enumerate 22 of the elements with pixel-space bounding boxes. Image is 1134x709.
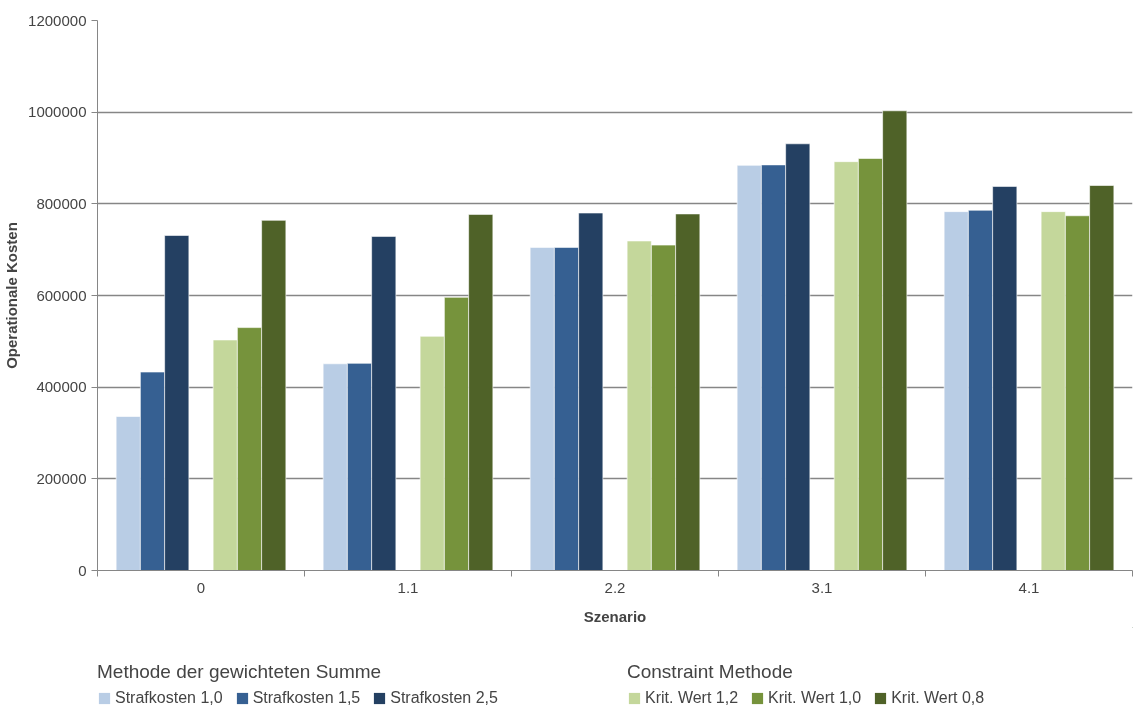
y-tick-label: 1000000: [28, 103, 87, 121]
y-tick-label: 0: [78, 561, 87, 579]
legend-label: Krit. Wert 1,0: [768, 689, 862, 707]
y-tick-label: 1200000: [28, 11, 87, 29]
text: Methode der gewichteten Summe: [97, 661, 383, 683]
legend-label: Strafkosten 1,0: [115, 689, 223, 707]
x-axis-title: Szenario: [583, 607, 647, 625]
text: Constraint Methode: [627, 661, 794, 683]
y-tick-label: 600000: [36, 286, 87, 304]
legend-label: Krit. Wert 0,8: [891, 689, 985, 707]
y-tick-label: 800000: [36, 194, 87, 212]
x-tick-label: 1.1: [397, 578, 419, 596]
x-tick-label: 3.1: [811, 578, 833, 596]
legend-label: Strafkosten 1,5: [252, 689, 361, 707]
y-tick-label: 200000: [36, 469, 87, 487]
x-tick-label: 4.1: [1018, 578, 1040, 596]
y-tick-label: 400000: [36, 378, 87, 396]
legend-label: Strafkosten 2,5: [390, 689, 498, 707]
legend-label: Krit. Wert 1,2: [645, 689, 739, 707]
x-tick-label: 0: [196, 578, 206, 596]
x-tick-label: 2.2: [604, 578, 626, 596]
y-axis-title: Operationale Kosten: [3, 222, 21, 369]
